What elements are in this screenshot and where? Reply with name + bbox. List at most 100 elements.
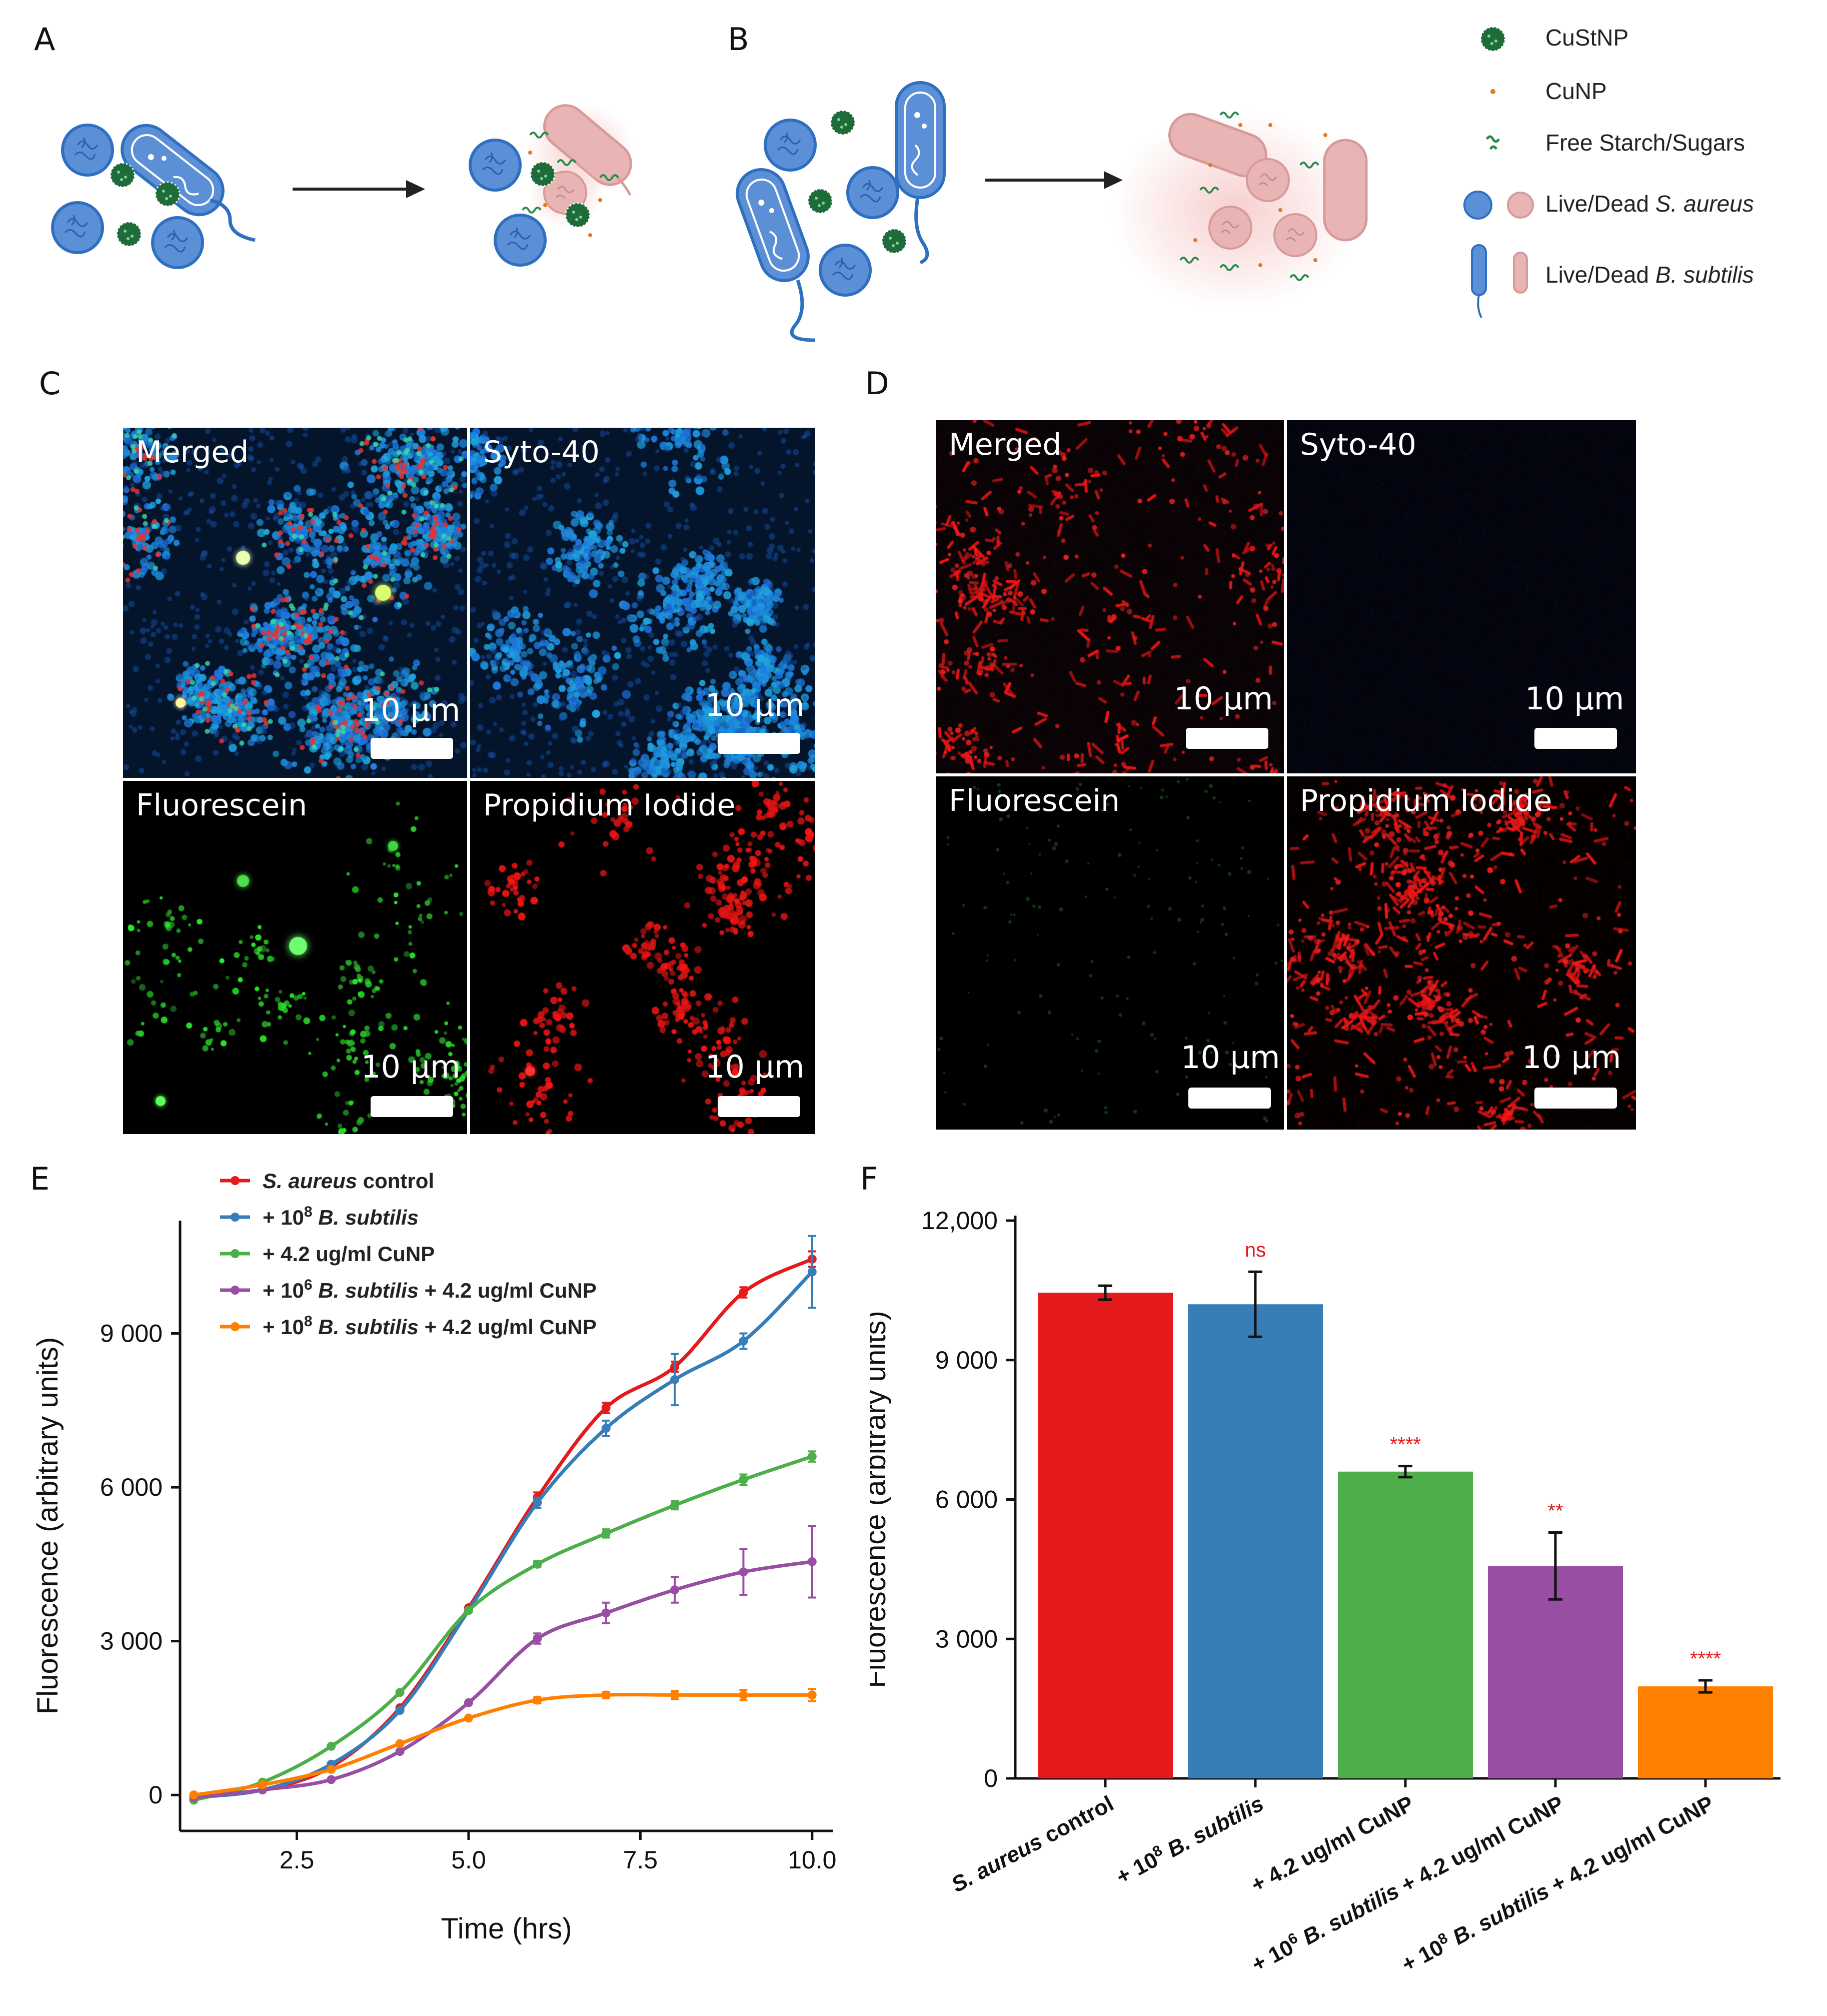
micro-d-merged-label: Merged: [949, 427, 1062, 462]
data-point: [464, 1713, 473, 1723]
legend-entry: S. aureus control: [263, 1169, 434, 1193]
micro-c-pi: Propidium Iodide 10 µm: [470, 781, 815, 1134]
micro-d-merged-scale-bar: [1186, 728, 1268, 749]
significance-label: **: [1547, 1500, 1563, 1522]
micro-d-fluorescein: Fluorescein 10 µm: [936, 776, 1284, 1130]
category-label: S. aureus control: [947, 1791, 1117, 1897]
micro-c-pi-scale-bar: [718, 1096, 800, 1117]
legend-entry: + 108 B. subtilis + 4.2 ug/ml CuNP: [263, 1313, 597, 1339]
significance-label: ns: [1245, 1239, 1266, 1261]
micro-d-pi-scale-text: 10 µm: [1522, 1039, 1621, 1076]
panel-a-before: [53, 116, 256, 268]
panel-label-c: C: [39, 365, 61, 402]
data-point: [739, 1567, 748, 1577]
legend-swatch-dot: [231, 1286, 240, 1295]
micro-c-merged-scale-text: 10 µm: [361, 692, 461, 728]
series-2: [189, 1450, 817, 1805]
data-point: [327, 1764, 336, 1774]
micro-c-syto: Syto-40 10 µm: [470, 428, 815, 778]
panel-label-a: A: [34, 21, 56, 58]
micro-c-merged-image: [123, 428, 467, 778]
bar-3: [1488, 1566, 1623, 1778]
schematic-panels: [0, 26, 1534, 342]
x-axis-label: Time (hrs): [441, 1912, 572, 1945]
micro-grid-c: Merged 10 µm Syto-40 10 µm Fluorescein 1…: [123, 428, 815, 1134]
micro-c-merged-label: Merged: [136, 435, 249, 470]
line-chart-e: 2.5 5.0 7.5 10.0 0 3 000 6 000 9 000 Time (hrs) F…: [32, 1169, 836, 1945]
series-line-0: [194, 1257, 813, 1797]
data-point: [739, 1288, 748, 1297]
data-point: [601, 1529, 611, 1538]
legend-swatch-dot: [231, 1176, 240, 1185]
data-point: [533, 1634, 542, 1643]
panel-label-b: B: [728, 21, 749, 58]
data-point: [464, 1698, 473, 1707]
data-point: [533, 1498, 542, 1507]
micro-c-fluorescein-label: Fluorescein: [136, 788, 308, 823]
legend-item-custnp: CuStNP: [1545, 25, 1629, 51]
micro-c-syto-scale-text: 10 µm: [705, 687, 805, 723]
data-point: [807, 1267, 817, 1277]
data-point: [670, 1585, 680, 1595]
data-point: [258, 1780, 267, 1789]
micro-d-syto-scale-text: 10 µm: [1525, 680, 1624, 717]
s-aureus-cells-icon: [1463, 191, 1534, 220]
data-point: [739, 1336, 748, 1346]
x-tick-label: 2.5: [280, 1846, 315, 1874]
x-tick-label: 7.5: [623, 1846, 658, 1874]
b-subtilis-cells-icon: [1471, 244, 1528, 318]
micro-c-pi-image: [470, 781, 815, 1134]
data-point: [189, 1790, 199, 1800]
series-line-2: [193, 1455, 813, 1802]
micro-d-fluorescein-scale-text: 10 µm: [1181, 1039, 1280, 1076]
data-point: [533, 1559, 542, 1569]
data-point: [739, 1690, 748, 1700]
data-point: [601, 1690, 611, 1700]
y-axis-label: Fluorescence (arbitrary units): [32, 1337, 64, 1714]
panel-label-d: D: [865, 365, 889, 402]
micro-c-fluorescein-scale-bar: [371, 1096, 453, 1117]
legend-swatch-dot: [231, 1249, 240, 1258]
y-tick-label: 6 000: [100, 1473, 163, 1501]
legend-item-cunp: CuNP: [1545, 78, 1607, 104]
micro-grid-d: Merged 10 µm Syto-40 10 µm Fluorescein 1…: [936, 420, 1636, 1130]
data-point: [739, 1475, 748, 1484]
micro-d-syto: Syto-40 10 µm: [1287, 420, 1636, 773]
significance-label: ****: [1690, 1648, 1721, 1670]
legend-entry: + 108 B. subtilis: [263, 1204, 419, 1230]
data-point: [807, 1452, 817, 1461]
micro-c-merged-scale-bar: [371, 738, 453, 759]
micro-c-syto-scale-bar: [718, 733, 800, 754]
legend-swatch-dot: [231, 1322, 240, 1331]
data-point: [807, 1690, 817, 1700]
series-line-4: [193, 1693, 812, 1797]
legend-entry: + 106 B. subtilis + 4.2 ug/ml CuNP: [263, 1277, 597, 1303]
micro-d-merged-image: [936, 420, 1284, 773]
data-point: [670, 1375, 680, 1384]
data-point: [670, 1690, 680, 1700]
bar-2: [1338, 1471, 1473, 1778]
micro-d-pi-scale-bar: [1534, 1088, 1617, 1109]
micro-d-pi-label: Propidium Iodide: [1300, 783, 1552, 818]
micro-c-syto-label: Syto-40: [483, 435, 600, 470]
x-tick-label: 5.0: [451, 1846, 486, 1874]
series-3: [189, 1525, 817, 1802]
legend-item-b-subtilis: Live/Dead B. subtilis: [1545, 262, 1754, 288]
legend-swatch-dot: [231, 1213, 240, 1222]
micro-c-merged: Merged 10 µm: [123, 428, 467, 778]
y-tick-label: 3 000: [100, 1627, 163, 1655]
data-point: [533, 1695, 542, 1705]
micro-d-merged-scale-text: 10 µm: [1174, 680, 1273, 717]
data-point: [601, 1608, 611, 1618]
y-tick-label: 9 000: [100, 1320, 163, 1348]
cunp-dot-icon: [1490, 89, 1495, 94]
micro-d-syto-scale-bar: [1534, 728, 1617, 749]
custnp-icon: [1480, 26, 1506, 52]
data-point: [670, 1500, 680, 1510]
series-line-1: [194, 1271, 814, 1799]
data-point: [601, 1424, 611, 1433]
data-point: [327, 1741, 336, 1751]
micro-d-fluorescein-scale-bar: [1188, 1088, 1271, 1109]
micro-d-pi-image: [1287, 776, 1636, 1130]
starch-squiggle-icon: [1485, 135, 1500, 150]
